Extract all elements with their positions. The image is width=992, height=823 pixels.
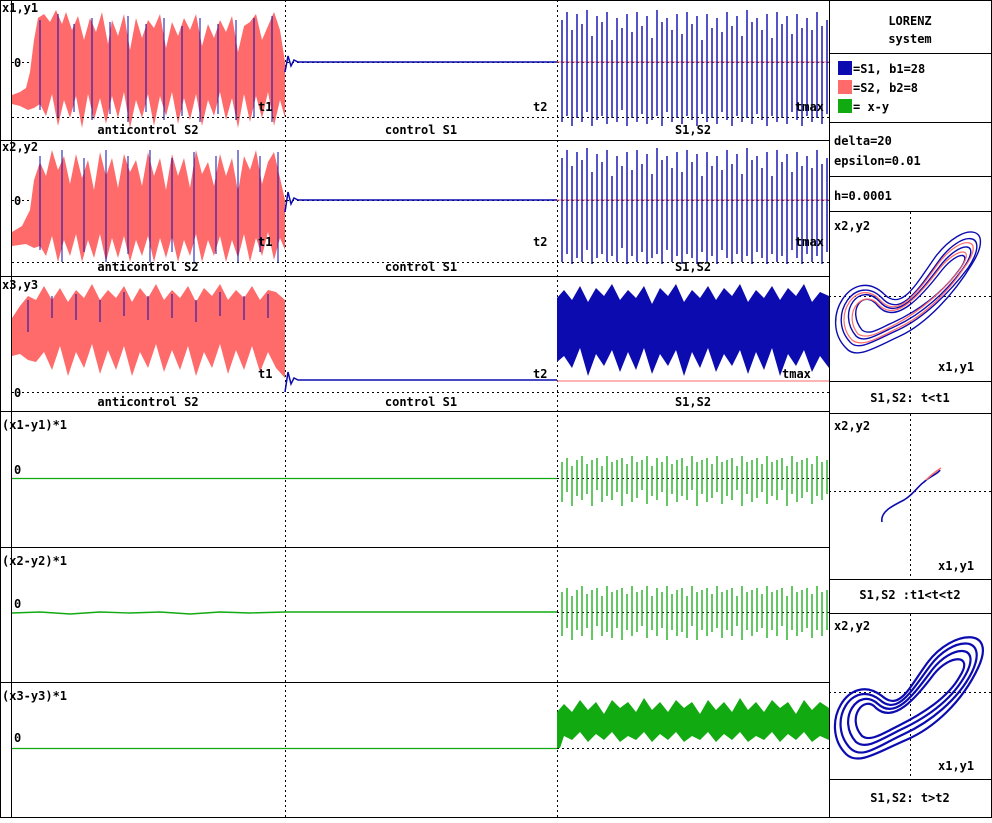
phase-label-control: control S1: [385, 260, 457, 274]
legend-swatch-s1: [838, 61, 852, 75]
phase-y-label: x2,y2: [834, 419, 870, 433]
series-s1-control-x3: [284, 371, 557, 393]
zero-label: 0: [14, 731, 21, 745]
series-diff-x2-chaos: [561, 586, 828, 640]
param-epsilon: epsilon=0.01: [834, 154, 921, 168]
tmax-label: tmax: [795, 100, 824, 114]
sidebar-title-line1: LORENZ: [888, 14, 931, 28]
param-delta: delta=20: [834, 134, 892, 148]
phase-label-anticontrol: anticontrol S2: [97, 123, 198, 137]
phase-label-control: control S1: [385, 123, 457, 137]
phase-y-label: x2,y2: [834, 619, 870, 633]
t2-label: t2: [533, 235, 547, 249]
panel-diff-x2: (x2-y2)*1 0: [2, 554, 829, 640]
panel-title: (x2-y2)*1: [2, 554, 67, 568]
legend-label-s2: =S2, b2=8: [853, 81, 918, 95]
param-h: h=0.0001: [834, 189, 892, 203]
panel-title: x2,y2: [2, 140, 38, 154]
phase-caption-2: S1,S2 :t1<t<t2: [859, 588, 960, 602]
panel-diff-x1: (x1-y1)*1 0: [2, 418, 829, 506]
phase-plot-1: x2,y2 x1,y1: [829, 212, 992, 380]
phase-x-label: x1,y1: [938, 759, 974, 773]
panel-x1-y1: x1,y1 0 t1 t2 tmax anticontrol S2 contro…: [2, 1, 829, 137]
phase-plot-2: x2,y2 x1,y1: [829, 414, 992, 578]
phase-label-anticontrol: anticontrol S2: [97, 395, 198, 409]
phase-plot-3: x2,y2 x1,y1: [829, 614, 992, 778]
phase-caption-1: S1,S2: t<t1: [870, 391, 949, 405]
panel-separators: [0, 140, 829, 683]
series-s2-anticontrol-x1: [12, 10, 285, 128]
phase-y-label: x2,y2: [834, 219, 870, 233]
attractor-s1-sync: [833, 636, 984, 760]
zero-label: 0: [14, 463, 21, 477]
panel-title: x3,y3: [2, 278, 38, 292]
series-s1-chaos-x3: [557, 284, 829, 376]
tmax-label: tmax: [782, 367, 811, 381]
panel-title: (x3-y3)*1: [2, 689, 67, 703]
legend-swatch-diff: [838, 99, 852, 113]
legend-label-s1: =S1, b1=28: [853, 62, 925, 76]
zero-label: 0: [14, 194, 21, 208]
panel-title: x1,y1: [2, 1, 38, 15]
zero-label: 0: [14, 56, 21, 70]
phase-caption-3: S1,S2: t>t2: [870, 791, 949, 805]
t1-label: t1: [258, 367, 272, 381]
series-s1-chaos-x2: [561, 148, 828, 264]
phase-label-sync: S1,S2: [675, 123, 711, 137]
series-s2-anticontrol-x2: [12, 150, 285, 262]
phase-trajectory-s1: [881, 469, 941, 523]
phase-label-anticontrol: anticontrol S2: [97, 260, 198, 274]
panel-diff-x3: (x3-y3)*1 0: [2, 689, 829, 750]
panel-title: (x1-y1)*1: [2, 418, 67, 432]
legend-label-diff: = x-y: [853, 100, 889, 114]
panel-x2-y2: x2,y2 0 t1 t2 tmax anticontrol S2 contro…: [2, 140, 829, 274]
t1-label: t1: [258, 100, 272, 114]
zero-label: 0: [14, 386, 21, 400]
series-s1-control-x1: [284, 55, 557, 73]
series-s2-anticontrol-x3: [12, 284, 285, 378]
t2-label: t2: [533, 100, 547, 114]
phase-label-control: control S1: [385, 395, 457, 409]
phase-x-label: x1,y1: [938, 360, 974, 374]
attractor-s2-ribbons: [843, 242, 974, 344]
t2-label: t2: [533, 367, 547, 381]
series-s1-chaos-x1: [561, 10, 828, 126]
legend-swatch-s2: [838, 80, 852, 94]
attractor-s1-ribbons: [835, 231, 982, 354]
phase-label-sync: S1,S2: [675, 395, 711, 409]
sidebar-title-line2: system: [888, 32, 931, 46]
series-s1-control-x2: [284, 191, 557, 213]
series-s1-dots-x2: [39, 150, 279, 262]
tmax-label: tmax: [795, 235, 824, 249]
phase-x-label: x1,y1: [938, 559, 974, 573]
sidebar: LORENZ system =S1, b1=28 =S2, b2=8 = x-y…: [829, 14, 992, 805]
phase-trajectory-s2: [925, 467, 942, 481]
series-diff-x2-flat: [11, 611, 557, 615]
series-s1-dots-x3: [27, 292, 269, 332]
series-s1-dots-x1: [39, 14, 273, 122]
t1-label: t1: [258, 235, 272, 249]
series-diff-x1-chaos: [561, 456, 828, 506]
zero-label: 0: [14, 597, 21, 611]
panel-x3-y3: x3,y3 0 t1 t2 tmax anticontrol S2 contro…: [2, 278, 829, 409]
phase-label-sync: S1,S2: [675, 260, 711, 274]
series-diff-x3-chaos: [557, 698, 829, 748]
